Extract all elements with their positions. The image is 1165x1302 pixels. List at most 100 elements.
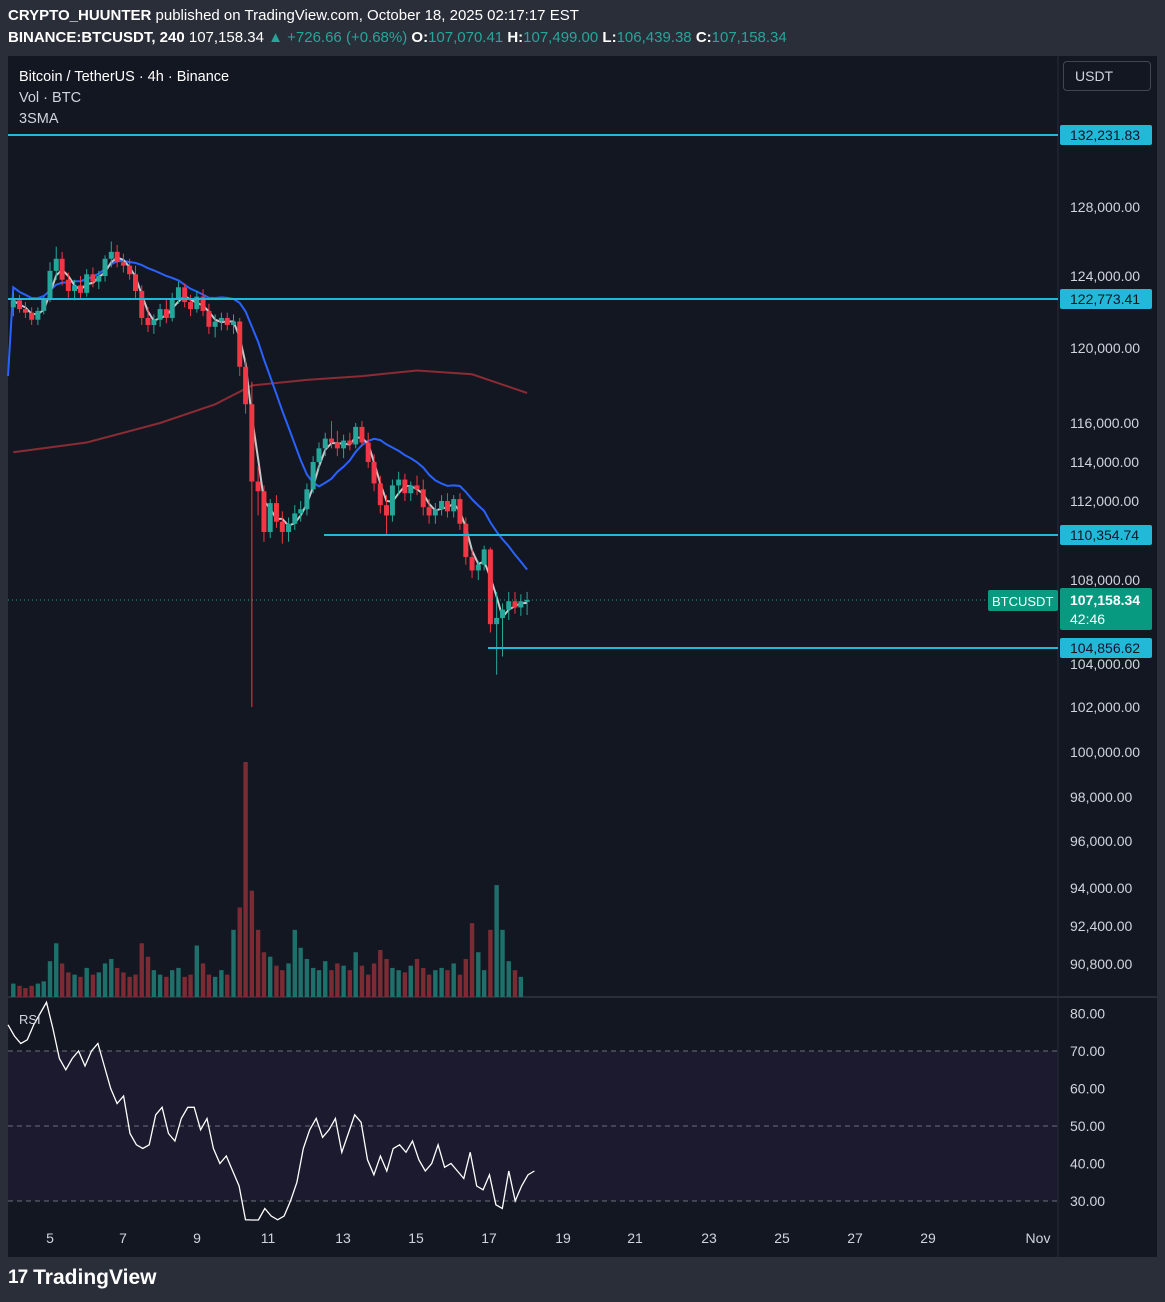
candle-body [255,481,261,492]
candle-body [512,601,518,608]
candle-body [286,523,292,532]
currency-button[interactable]: USDT [1063,61,1151,91]
x-tick-label: 17 [481,1230,497,1246]
candle-body [371,462,377,484]
volume-bar [47,961,53,997]
candle-body [426,507,432,516]
rsi-tick-label: 60.00 [1070,1081,1105,1097]
candle-body [316,448,322,462]
volume-bar [127,976,132,997]
volume-bar [78,976,83,997]
candle-body [389,485,395,516]
volume-bar [365,974,371,997]
x-tick-label: 21 [627,1230,643,1246]
candle-body [139,291,145,318]
candle-body [408,485,414,494]
candle-body [133,274,139,292]
current-price-label: 107,158.34 [1070,592,1140,608]
tradingview-mark-icon: 17 [8,1267,28,1288]
price-tick-label: 98,000.00 [1070,789,1132,805]
level-price-label: 104,856.62 [1070,640,1140,656]
volume-bar [384,958,389,997]
x-tick-label: 23 [701,1230,717,1246]
candle-body [396,479,402,486]
volume-bar [133,974,138,997]
candle-body [292,513,298,524]
candle-body [175,287,181,299]
volume-bar [219,970,224,997]
candle-body [77,285,83,293]
volume-bar [66,972,71,997]
rsi-line [7,1000,535,1221]
volume-bar [54,943,59,997]
close-label: C: [695,29,712,46]
candle-body [310,462,316,490]
candle-body [402,479,408,494]
low-value: 106,439.38 [616,29,692,46]
volume-bar [421,967,426,997]
volume-bar [114,967,120,997]
x-tick-label: 29 [920,1230,936,1246]
volume-bar [249,890,255,997]
candle-body [439,501,445,510]
volume-bar [488,929,493,997]
publish-info: CRYPTO_HUUNTER published on TradingView.… [8,7,579,24]
volume-bar [182,976,187,997]
symbol-interval: BINANCE:BTCUSDT, 240 [8,29,185,46]
candle-body [22,309,28,313]
candle-body [494,617,500,625]
candle-body [231,321,236,326]
price-tick-label: 120,000.00 [1070,340,1140,356]
x-tick-label: 19 [555,1230,571,1246]
low-label: L: [602,29,617,46]
volume-bar [341,965,346,997]
published-text: published on TradingView.com, October 18… [155,7,579,24]
x-tick-label: 11 [261,1230,276,1246]
candle-body [524,600,530,602]
price-tick-label: 116,000.00 [1070,415,1139,431]
x-tick-label: 27 [847,1230,863,1246]
level-price-badge [1060,638,1152,658]
candle-body [163,309,169,318]
volume-bar [414,958,420,997]
volume-bar [323,961,328,997]
price-tick-label: 96,000.00 [1070,833,1132,849]
candle-body [17,300,23,310]
volume-bar [396,970,401,997]
candle-body [200,296,206,311]
candle-body [359,426,365,443]
candle-body [102,258,108,276]
volume-bar [347,970,353,997]
candle-body [35,310,41,320]
legend-title[interactable]: Bitcoin / TetherUS · 4h · Binance [19,69,230,85]
volume-bar [304,958,310,997]
x-tick-label: 7 [119,1230,127,1246]
candle-body [114,251,120,263]
candle-body [481,549,487,565]
level-price-label: 122,773.41 [1070,291,1140,307]
volume-bar [139,943,144,997]
rsi-tick-label: 30.00 [1070,1193,1105,1209]
volume-bar [378,950,383,997]
candle-body [500,609,506,618]
volume-bar [170,970,175,997]
level-price-badge [1060,289,1152,309]
candle-body [518,601,524,608]
candle-body [261,491,267,532]
volume-bar [243,762,248,997]
volume-bar [280,970,285,997]
volume-bar [390,967,395,997]
volume-bar [371,963,377,997]
candle-body [145,317,151,326]
tradingview-logo[interactable]: 17 TradingView [8,1266,156,1290]
volume-bar [255,929,261,997]
candle-body [469,557,475,571]
legend-sma[interactable]: 3SMA [19,111,59,127]
open-value: 107,070.41 [428,29,504,46]
rsi-tick-label: 40.00 [1070,1156,1105,1172]
volume-bar [518,976,524,997]
author-name[interactable]: CRYPTO_HUUNTER [8,7,152,24]
legend-volume[interactable]: Vol · BTC [19,90,82,106]
volume-bar [286,963,291,997]
